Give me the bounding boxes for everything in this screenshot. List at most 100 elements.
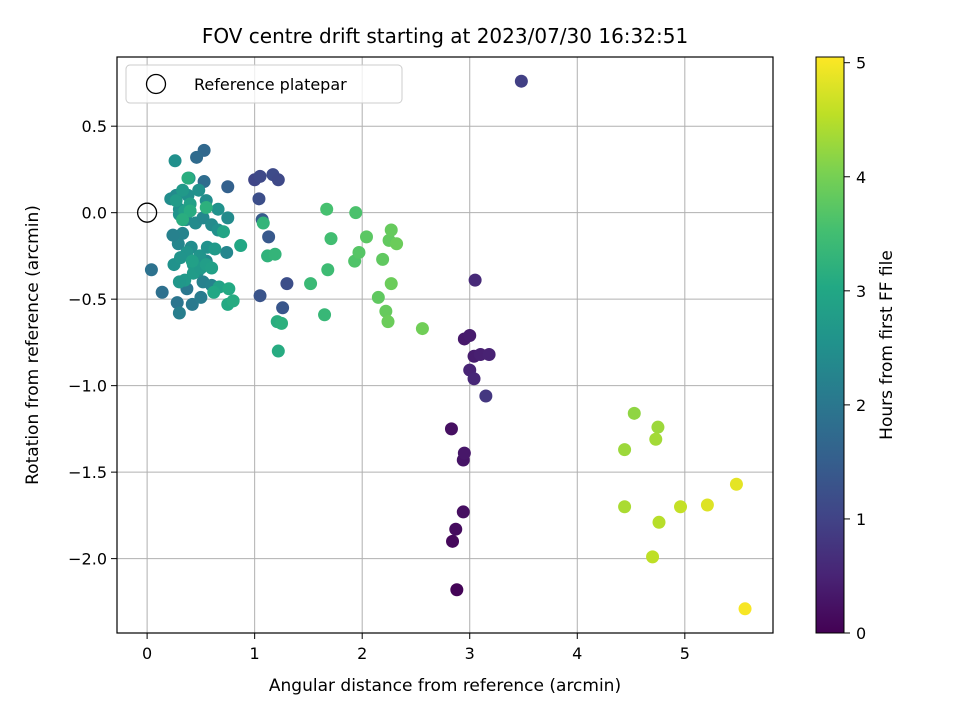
data-point-92 [271, 344, 285, 358]
data-point-110 [390, 237, 404, 251]
data-point-122 [674, 500, 688, 514]
y-axis-ticks: 0.5 0.0 −0.5 −1.0 −1.5 −2.0 [68, 117, 117, 569]
x-tick-label: 2 [357, 644, 367, 663]
data-point-45 [176, 226, 190, 240]
colorbar: 0 1 2 3 4 5 Hours from first FF file [815, 54, 897, 643]
data-point-117 [651, 420, 665, 434]
data-point-33 [170, 296, 184, 310]
y-tick-label: −0.5 [68, 290, 107, 309]
data-point-120 [618, 500, 632, 514]
data-point-29 [190, 150, 204, 164]
data-point-86 [226, 294, 240, 308]
x-tick-label: 3 [465, 644, 475, 663]
data-point-22 [280, 277, 294, 291]
reference-marker [136, 202, 158, 223]
data-point-67 [208, 242, 222, 256]
data-point-14 [468, 273, 482, 287]
x-tick-label: 1 [250, 644, 260, 663]
data-point-54 [221, 211, 235, 225]
data-point-37 [172, 306, 186, 320]
data-point-11 [482, 348, 496, 362]
data-point-101 [324, 232, 338, 246]
data-point-100 [321, 263, 335, 277]
reference-platepar-point [136, 202, 158, 223]
data-point-121 [652, 515, 666, 529]
data-point-61 [168, 154, 182, 168]
x-tick-label: 4 [572, 644, 582, 663]
data-point-96 [268, 247, 282, 261]
data-point-111 [384, 277, 398, 291]
data-point-91 [181, 171, 195, 185]
colorbar-tick-label: 0 [856, 624, 866, 643]
legend-marker-hollow-circle [145, 73, 167, 95]
data-point-71 [172, 275, 186, 289]
x-tick-label: 5 [680, 644, 690, 663]
data-point-107 [376, 252, 390, 266]
y-tick-label: −2.0 [68, 550, 107, 569]
data-point-16 [514, 74, 528, 88]
data-point-20 [271, 173, 285, 187]
data-point-126 [738, 602, 752, 616]
data-point-97 [256, 216, 270, 230]
data-point-75 [185, 254, 199, 268]
colorbar-tick-label: 1 [856, 510, 866, 529]
colorbar-gradient [815, 56, 845, 634]
data-point-2 [449, 522, 463, 536]
data-point-32 [144, 263, 158, 277]
scatter-points [144, 74, 752, 616]
x-axis-ticks: 0 1 2 3 4 5 [142, 633, 690, 663]
data-point-18 [253, 169, 267, 183]
colorbar-tick-label: 3 [856, 282, 866, 301]
data-point-21 [252, 192, 266, 206]
data-point-116 [627, 406, 641, 420]
data-point-112 [371, 290, 385, 304]
data-point-4 [444, 422, 458, 436]
colorbar-label: Hours from first FF file [877, 250, 897, 440]
data-point-105 [352, 245, 366, 259]
colorbar-tick-label: 5 [856, 54, 866, 73]
x-axis-label: Angular distance from reference (arcmin) [269, 676, 621, 696]
data-point-6 [457, 446, 471, 460]
data-point-31 [155, 285, 169, 299]
chart-title: FOV centre drift starting at 2023/07/30 … [202, 24, 688, 48]
data-point-3 [456, 505, 470, 519]
data-point-114 [381, 315, 395, 329]
y-tick-label: 0.0 [82, 204, 107, 223]
data-point-102 [320, 202, 334, 216]
y-tick-label: −1.0 [68, 377, 107, 396]
grid-lines [117, 57, 773, 633]
data-point-15 [479, 389, 493, 403]
data-point-40 [220, 245, 234, 259]
data-point-90 [199, 200, 213, 214]
x-tick-label: 0 [142, 644, 152, 663]
data-point-82 [207, 285, 221, 299]
data-point-13 [467, 372, 481, 386]
data-point-1 [446, 534, 460, 548]
data-point-119 [618, 443, 632, 457]
colorbar-tick-label: 4 [856, 168, 866, 187]
data-point-78 [169, 194, 183, 208]
data-point-79 [176, 183, 190, 197]
data-point-88 [183, 204, 197, 218]
data-point-123 [646, 550, 660, 564]
data-point-8 [463, 328, 477, 342]
data-point-69 [173, 251, 187, 265]
plot-frame [116, 56, 774, 634]
data-point-103 [349, 206, 363, 220]
data-point-25 [262, 230, 276, 244]
data-point-46 [166, 228, 180, 242]
data-point-83 [216, 225, 230, 239]
data-point-23 [253, 289, 267, 303]
data-point-109 [384, 223, 398, 237]
data-point-118 [649, 432, 663, 446]
data-point-24 [276, 301, 290, 315]
data-point-27 [221, 180, 235, 194]
y-tick-label: 0.5 [82, 117, 107, 136]
legend: Reference platepar [125, 64, 403, 104]
data-point-94 [275, 316, 289, 330]
y-axis-label: Rotation from reference (arcmin) [23, 205, 43, 485]
data-point-59 [192, 183, 206, 197]
data-point-113 [379, 304, 393, 318]
data-point-106 [359, 230, 373, 244]
